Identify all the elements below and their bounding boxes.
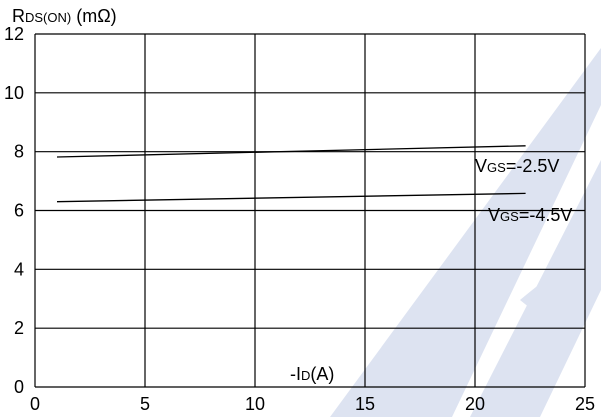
x-axis-label: -ID(A)	[290, 364, 334, 384]
y-tick-label: 2	[14, 318, 24, 338]
x-tick-label: 0	[30, 394, 40, 414]
x-tick-label: 10	[245, 394, 265, 414]
x-tick-label: 25	[575, 394, 595, 414]
y-tick-label: 0	[14, 377, 24, 397]
x-tick-label: 5	[140, 394, 150, 414]
watermark-stroke	[330, 48, 601, 417]
series-line-1	[56, 192, 526, 203]
series-label-vgs-2.5: VGS=-2.5V	[475, 156, 559, 176]
y-tick-label: 10	[4, 83, 24, 103]
tick-labels: 0 5 10 15 20 25 0 2 4 6 8 10 12	[4, 24, 595, 414]
x-tick-label: 20	[465, 394, 485, 414]
series-line-0	[56, 145, 526, 158]
x-tick-label: 15	[355, 394, 375, 414]
series-lines	[56, 145, 526, 203]
y-tick-label: 8	[14, 142, 24, 162]
series-label-vgs-4.5: VGS=-4.5V	[488, 205, 572, 225]
y-tick-label: 4	[14, 259, 24, 279]
y-tick-label: 12	[4, 24, 24, 44]
y-tick-label: 6	[14, 201, 24, 221]
y-axis-label: RDS(ON) (mΩ)	[12, 6, 117, 26]
watermark-logo	[330, 48, 601, 417]
watermark-stroke	[520, 250, 601, 320]
grid	[34, 33, 586, 388]
